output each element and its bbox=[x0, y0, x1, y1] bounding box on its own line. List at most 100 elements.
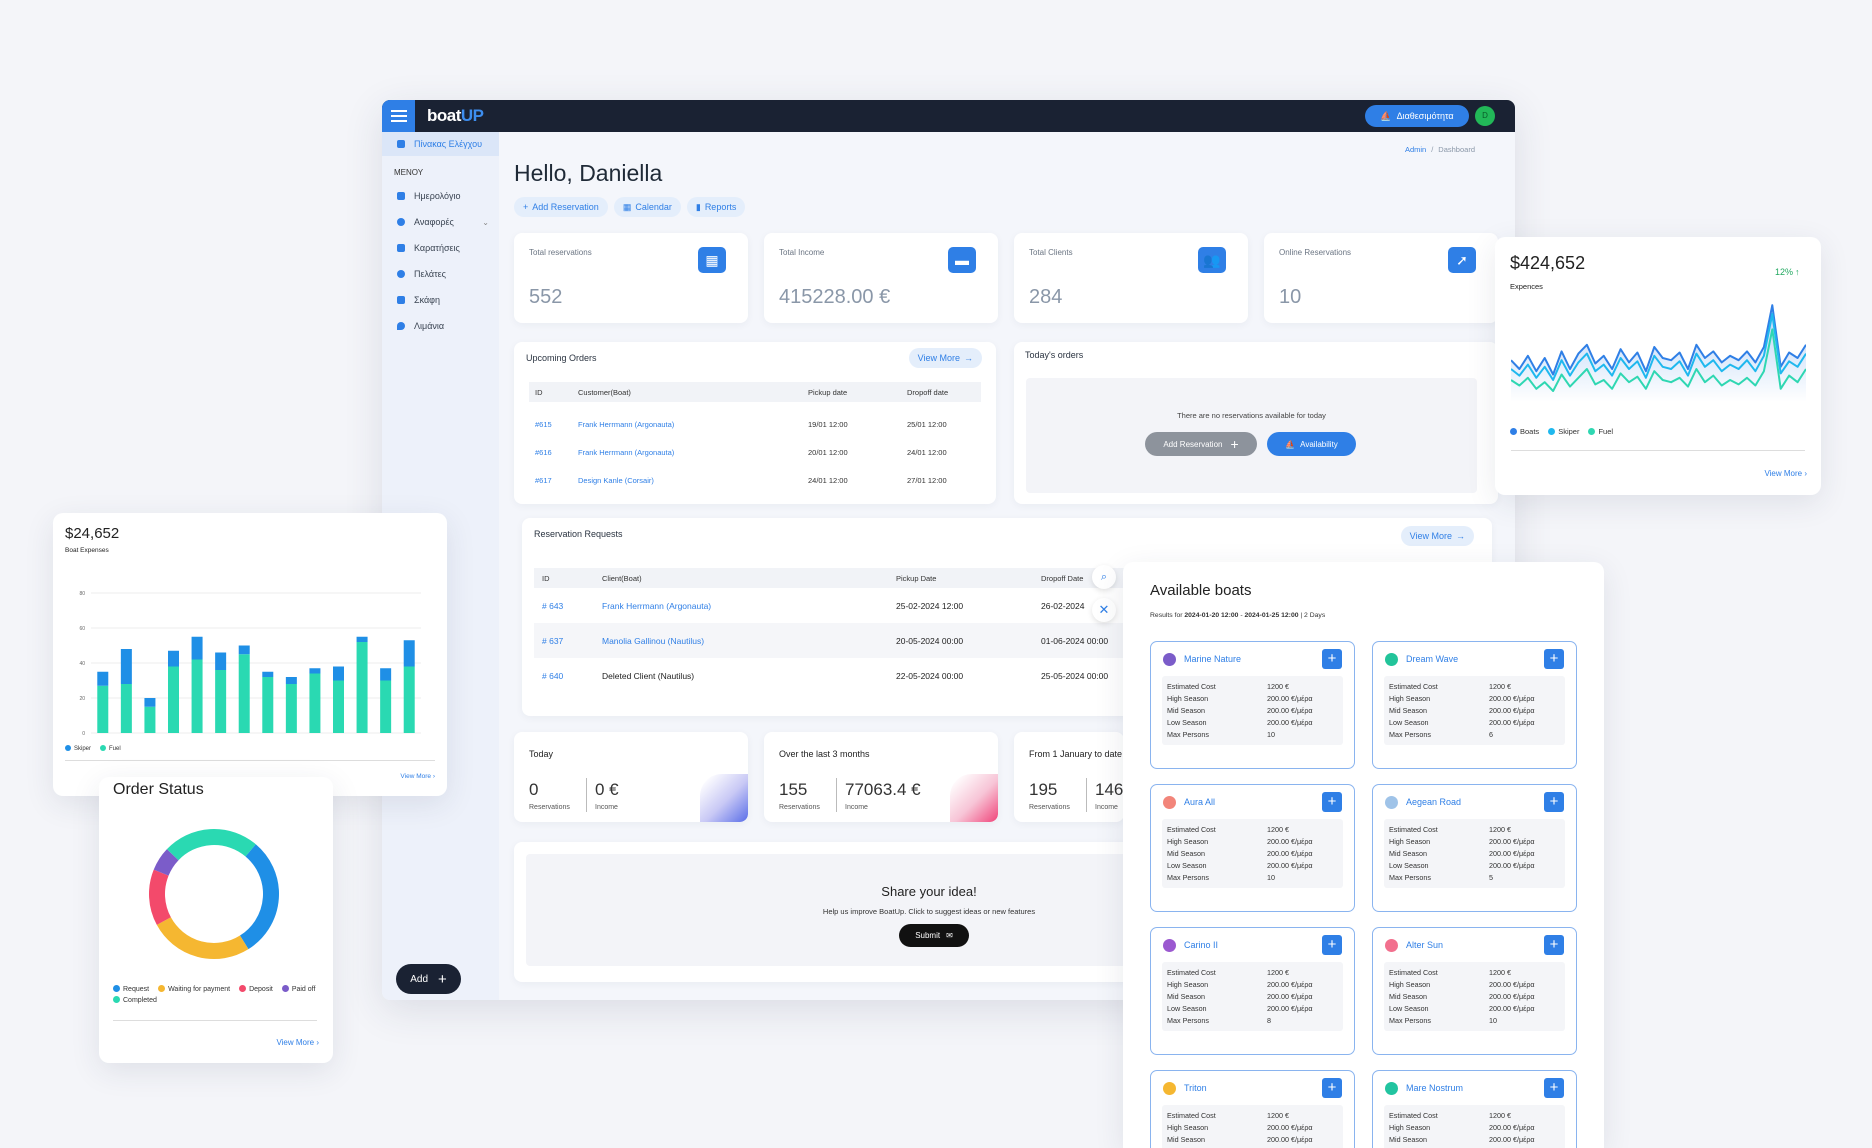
period-income-label: Income bbox=[1095, 804, 1118, 811]
boat-color-dot bbox=[1385, 1081, 1398, 1095]
requests-title: Reservation Requests bbox=[534, 529, 623, 539]
add-boat-button[interactable]: + bbox=[1322, 1078, 1342, 1098]
order-status-view-more[interactable]: View More › bbox=[276, 1038, 319, 1047]
avatar[interactable]: D bbox=[1475, 106, 1495, 126]
boat-field-value: 200.00 €/μέρα bbox=[1267, 718, 1313, 727]
add-reservation-button[interactable]: + Add Reservation bbox=[514, 197, 608, 217]
client-link[interactable]: Deleted Client (Nautilus) bbox=[602, 670, 695, 681]
boat-field-label: Mid Season bbox=[1167, 1135, 1205, 1144]
boat-expenses-label: Boat Expenses bbox=[65, 547, 109, 554]
request-id[interactable]: # 643 bbox=[542, 600, 564, 611]
slice-deposit bbox=[149, 869, 172, 925]
bar-skiper bbox=[144, 698, 156, 707]
add-boat-button[interactable]: + bbox=[1322, 935, 1342, 955]
order-status-title: Order Status bbox=[113, 781, 204, 798]
table-row[interactable]: #615 Frank Herrmann (Argonauta) 19/01 12:0… bbox=[529, 410, 981, 438]
boat-field-label: Low Season bbox=[1167, 718, 1207, 727]
bar-fuel bbox=[168, 666, 179, 733]
client-link[interactable]: Frank Herrmann (Argonauta) bbox=[602, 600, 712, 611]
boat-field-label: Low Season bbox=[1167, 1004, 1207, 1013]
add-boat-button[interactable]: + bbox=[1544, 935, 1564, 955]
boat-field-label: High Season bbox=[1389, 980, 1431, 989]
boat-field-value: 200.00 €/μέρα bbox=[1267, 849, 1313, 858]
boat-field-value: 200.00 €/μέρα bbox=[1267, 861, 1313, 870]
submit-button[interactable]: Submit ✉ bbox=[899, 924, 969, 947]
calendar-button[interactable]: ▦ Calendar bbox=[613, 197, 681, 217]
client-link[interactable]: Manolia Gallinou (Nautilus) bbox=[602, 635, 705, 646]
customer-link[interactable]: Frank Herrmann (Argonauta) bbox=[578, 447, 675, 457]
requests-view-more[interactable]: View More → bbox=[1400, 526, 1474, 546]
boat-card[interactable]: Aura All + Estimated Cost 1200 € High Season… bbox=[1150, 784, 1355, 912]
sidebar-item-clients[interactable]: Πελάτες bbox=[382, 261, 499, 287]
sidebar-item-boats[interactable]: Σκάφη bbox=[382, 287, 499, 313]
reports-button[interactable]: ▮ Reports bbox=[686, 197, 746, 217]
todays-availability-button[interactable]: ⛵ Availability bbox=[1267, 432, 1356, 456]
boat-color-dot bbox=[1385, 938, 1398, 952]
sidebar-item-calendar[interactable]: Ημερολόγιο bbox=[382, 183, 499, 209]
boat-card[interactable]: Aegean Road + Estimated Cost 1200 € High Sea… bbox=[1372, 784, 1577, 912]
period-income: 146 bbox=[1095, 780, 1124, 799]
boat-expenses-bar-chart: 0 20 40 60 80 bbox=[79, 591, 421, 737]
expenses-view-more[interactable]: View More › bbox=[1764, 469, 1807, 478]
boat-name[interactable]: Marine Nature bbox=[1184, 654, 1242, 664]
search-button[interactable]: ⌕ bbox=[1092, 565, 1116, 589]
add-boat-button[interactable]: + bbox=[1544, 649, 1564, 669]
menu-toggle-button[interactable] bbox=[382, 100, 415, 132]
add-boat-button[interactable]: + bbox=[1322, 649, 1342, 669]
slice-paid-off bbox=[153, 849, 179, 876]
todays-add-reservation-button[interactable]: Add Reservation + bbox=[1145, 432, 1257, 456]
table-row[interactable]: #616 Frank Herrmann (Argonauta) 20/01 12:0… bbox=[529, 438, 981, 466]
boat-name[interactable]: Aegean Road bbox=[1406, 797, 1462, 807]
dropoff-date: 24/01 12:00 bbox=[907, 447, 947, 457]
order-status-card: Order Status Request Waiting for payment… bbox=[99, 777, 333, 1063]
boat-card[interactable]: Mare Nostrum + Estimated Cost 1200 € High Se… bbox=[1372, 1070, 1577, 1148]
bar-skiper bbox=[356, 636, 368, 642]
boat-card[interactable]: Carino II + Estimated Cost 1200 € High Seaso… bbox=[1150, 927, 1355, 1055]
boat-name[interactable]: Alter Sun bbox=[1406, 940, 1444, 950]
order-id[interactable]: #616 bbox=[535, 447, 552, 457]
boat-name[interactable]: Carino II bbox=[1184, 940, 1219, 950]
add-button[interactable]: Add + bbox=[396, 964, 461, 994]
boat-card[interactable]: Triton + Estimated Cost 1200 € High Season 20… bbox=[1150, 1070, 1355, 1148]
boat-name[interactable]: Mare Nostrum bbox=[1406, 1083, 1464, 1093]
sidebar-item-dashboard[interactable]: Πίνακας Ελέγχου bbox=[382, 132, 499, 156]
upcoming-view-more[interactable]: View More → bbox=[908, 348, 982, 368]
boat-field-label: Mid Season bbox=[1167, 706, 1205, 715]
bar-fuel bbox=[285, 684, 297, 733]
table-row[interactable]: #617 Design Kanle (Corsair) 24/01 12:00 27/… bbox=[529, 466, 981, 494]
period-reservations-label: Reservations bbox=[1029, 804, 1070, 811]
boat-color-dot bbox=[1385, 652, 1398, 666]
boat-name[interactable]: Triton bbox=[1184, 1083, 1207, 1093]
availability-button[interactable]: ⛵ Διαθεσιμότητα bbox=[1365, 105, 1469, 127]
customer-link[interactable]: Design Kanle (Corsair) bbox=[578, 475, 654, 485]
add-boat-button[interactable]: + bbox=[1544, 792, 1564, 812]
todays-orders-title: Today's orders bbox=[1025, 350, 1084, 360]
boat-field-value: 200.00 €/μέρα bbox=[1489, 694, 1535, 703]
boat-card[interactable]: Marine Nature + Estimated Cost 1200 € High S… bbox=[1150, 641, 1355, 769]
col-pickup: Pickup Date bbox=[896, 573, 937, 583]
add-boat-button[interactable]: + bbox=[1544, 1078, 1564, 1098]
order-id[interactable]: #615 bbox=[535, 419, 552, 429]
order-id[interactable]: #617 bbox=[535, 475, 552, 485]
todays-orders-empty-panel: There are no reservations available for … bbox=[1026, 378, 1477, 493]
breadcrumb-admin[interactable]: Admin bbox=[1404, 145, 1427, 154]
boat-card[interactable]: Dream Wave + Estimated Cost 1200 € High Seas… bbox=[1372, 641, 1577, 769]
sidebar-item-reports[interactable]: Αναφορές ⌄ bbox=[382, 209, 499, 235]
request-id[interactable]: # 640 bbox=[542, 670, 564, 681]
series-line-boats bbox=[1511, 304, 1806, 376]
boat-card[interactable]: Alter Sun + Estimated Cost 1200 € High Seaso… bbox=[1372, 927, 1577, 1055]
boat-name[interactable]: Dream Wave bbox=[1406, 654, 1459, 664]
add-boat-button[interactable]: + bbox=[1322, 792, 1342, 812]
boat-field-label: Estimated Cost bbox=[1389, 682, 1438, 691]
boat-expenses-view-more[interactable]: View More › bbox=[400, 773, 435, 780]
boat-field-value: 200.00 €/μέρα bbox=[1489, 706, 1535, 715]
close-button[interactable]: ✕ bbox=[1092, 598, 1116, 622]
boat-field-value: 200.00 €/μέρα bbox=[1489, 980, 1535, 989]
customer-link[interactable]: Frank Herrmann (Argonauta) bbox=[578, 419, 675, 429]
request-id[interactable]: # 637 bbox=[542, 635, 564, 646]
bar-fuel bbox=[191, 659, 203, 733]
sidebar-item-bookings[interactable]: Καρατήσεις bbox=[382, 235, 499, 261]
period-title: Over the last 3 months bbox=[779, 749, 870, 759]
sidebar-item-ports[interactable]: Λιμάνια bbox=[382, 313, 499, 339]
boat-name[interactable]: Aura All bbox=[1184, 797, 1216, 807]
